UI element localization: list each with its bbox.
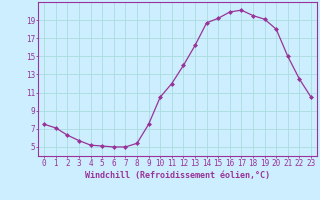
X-axis label: Windchill (Refroidissement éolien,°C): Windchill (Refroidissement éolien,°C) — [85, 171, 270, 180]
